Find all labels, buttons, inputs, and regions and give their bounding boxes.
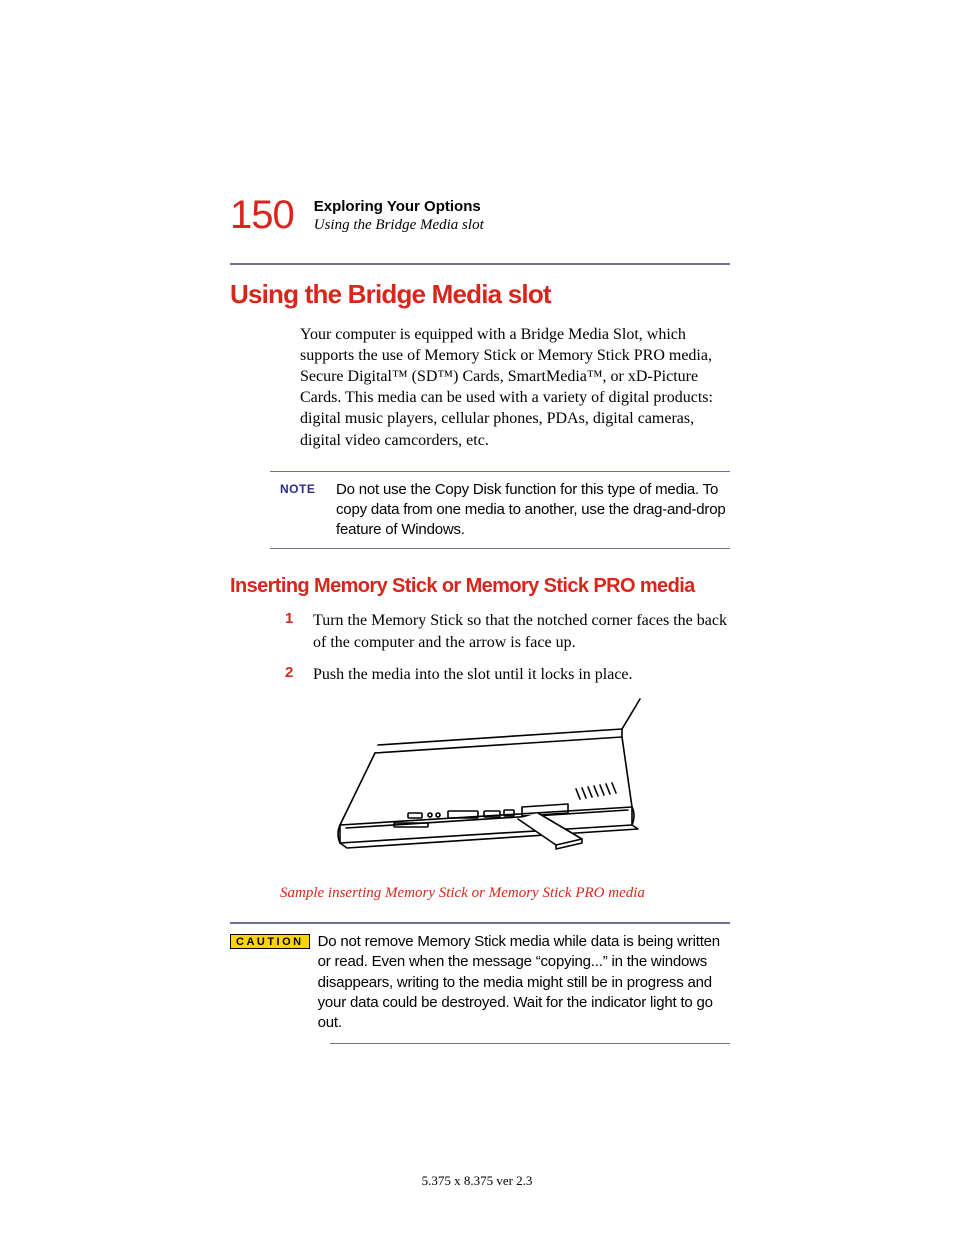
page-number: 150 xyxy=(230,195,294,235)
heading-1: Using the Bridge Media slot xyxy=(230,279,730,310)
step-item: 1 Turn the Memory Stick so that the notc… xyxy=(285,610,730,653)
divider xyxy=(330,1043,730,1044)
header-titles: Exploring Your Options Using the Bridge … xyxy=(314,195,484,234)
laptop-side-icon xyxy=(300,695,680,870)
footer-version: 5.375 x 8.375 ver 2.3 xyxy=(0,1173,954,1189)
intro-paragraph: Your computer is equipped with a Bridge … xyxy=(300,324,730,451)
note-label: NOTE xyxy=(280,480,336,541)
step-text: Push the media into the slot until it lo… xyxy=(313,664,633,686)
divider xyxy=(270,548,730,549)
step-number: 1 xyxy=(285,610,313,653)
heading-2: Inserting Memory Stick or Memory Stick P… xyxy=(230,575,730,598)
figure-laptop-diagram xyxy=(300,695,730,875)
figure-caption: Sample inserting Memory Stick or Memory … xyxy=(280,885,730,902)
page-content: 150 Exploring Your Options Using the Bri… xyxy=(230,195,730,1062)
divider xyxy=(230,922,730,924)
caution-text: Do not remove Memory Stick media while d… xyxy=(318,932,730,1033)
section-header: Using the Bridge Media slot xyxy=(314,217,484,234)
step-number: 2 xyxy=(285,664,313,686)
step-text: Turn the Memory Stick so that the notche… xyxy=(313,610,730,653)
chapter-title: Exploring Your Options xyxy=(314,198,484,215)
caution-label: CAUTION xyxy=(230,934,310,949)
divider xyxy=(270,471,730,472)
note-text: Do not use the Copy Disk function for th… xyxy=(336,480,730,541)
note-block: NOTE Do not use the Copy Disk function f… xyxy=(280,480,730,541)
caution-block: CAUTION Do not remove Memory Stick media… xyxy=(230,932,730,1033)
running-header: 150 Exploring Your Options Using the Bri… xyxy=(230,195,730,235)
step-item: 2 Push the media into the slot until it … xyxy=(285,664,730,686)
divider xyxy=(230,263,730,265)
